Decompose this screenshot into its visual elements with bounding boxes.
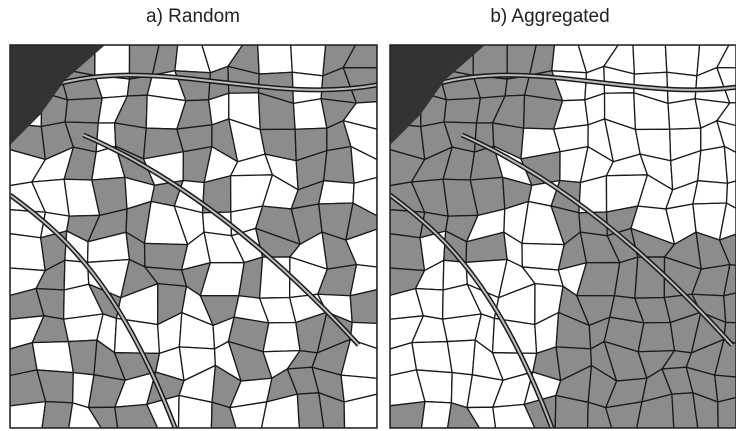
parcel bbox=[412, 342, 452, 373]
parcel bbox=[68, 340, 97, 375]
parcel bbox=[522, 243, 564, 270]
parcel bbox=[32, 342, 73, 373]
parcel bbox=[724, 290, 736, 324]
parcel bbox=[10, 210, 45, 238]
parcel bbox=[319, 181, 354, 204]
parcel bbox=[263, 322, 300, 351]
parcel bbox=[422, 402, 452, 428]
parcel bbox=[350, 290, 377, 324]
panel-title: a) Random bbox=[146, 6, 240, 27]
parcel bbox=[65, 98, 102, 123]
parcel bbox=[633, 45, 667, 74]
parcel bbox=[638, 322, 674, 351]
panel-title: b) Aggregated bbox=[490, 6, 609, 27]
page: a) Random b) Aggregated (() => { const d… bbox=[0, 0, 736, 431]
parcel bbox=[444, 98, 480, 123]
parcel bbox=[10, 402, 46, 428]
figure: a) Random b) Aggregated bbox=[0, 0, 736, 431]
parcel bbox=[42, 402, 72, 428]
parcel bbox=[693, 181, 728, 204]
parcel bbox=[390, 210, 425, 238]
parcel-map bbox=[390, 45, 736, 428]
parcel bbox=[291, 45, 326, 76]
parcel bbox=[390, 402, 425, 428]
parcel bbox=[665, 45, 699, 76]
parcel bbox=[324, 146, 354, 183]
parcel bbox=[390, 234, 425, 271]
parcel bbox=[258, 45, 293, 74]
parcel bbox=[10, 234, 45, 271]
parcel bbox=[698, 146, 728, 183]
parcel-map bbox=[10, 45, 377, 428]
parcel bbox=[447, 340, 475, 375]
parcel bbox=[145, 243, 188, 270]
